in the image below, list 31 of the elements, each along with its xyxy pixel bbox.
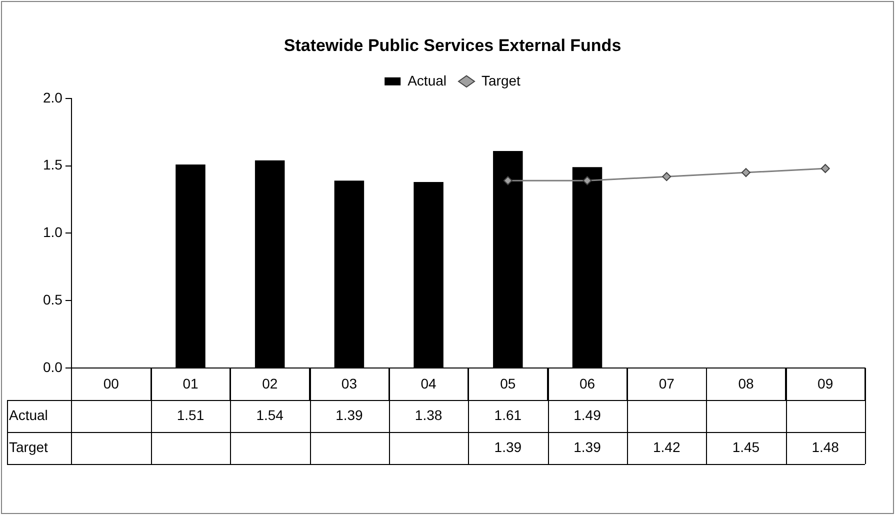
data-label: 1.54: [256, 406, 284, 423]
text: Actual: [9, 406, 48, 423]
x-tick-label: 05: [500, 375, 516, 392]
x-tick-label: 06: [579, 375, 596, 392]
data-label: 1.51: [176, 406, 204, 423]
y-tick-label: 1.5: [42, 156, 63, 173]
y-tick-label: 2.0: [42, 89, 63, 106]
x-tick-label: 00: [103, 375, 120, 392]
x-tick-label: 01: [182, 375, 198, 392]
data-label: 1.38: [414, 406, 442, 423]
legend-label: Actual: [408, 72, 447, 88]
data-label: 1.42: [652, 438, 680, 455]
x-tick-label: 03: [341, 375, 358, 392]
y-tick-label: 0.0: [42, 358, 63, 375]
y-tick-label: 0.5: [42, 291, 63, 308]
data-label: 1.49: [574, 406, 602, 423]
data-label: 1.39: [494, 438, 522, 455]
x-tick-label: 02: [262, 375, 278, 392]
x-tick-label: 07: [658, 375, 675, 392]
legend-label: Target: [482, 72, 521, 88]
chart-title: Statewide Public Services External Funds: [284, 36, 622, 55]
x-tick-label: 04: [420, 375, 437, 392]
data-label: 1.61: [494, 406, 522, 423]
data-label: 1.39: [336, 406, 364, 423]
y-tick-label: 1.0: [42, 224, 63, 240]
text: Target: [9, 438, 48, 455]
data-label: 1.48: [812, 438, 840, 455]
data-label: 1.45: [732, 438, 760, 455]
x-tick-label: 09: [818, 375, 834, 392]
data-label: 1.39: [574, 438, 602, 455]
x-tick-label: 08: [738, 375, 754, 392]
